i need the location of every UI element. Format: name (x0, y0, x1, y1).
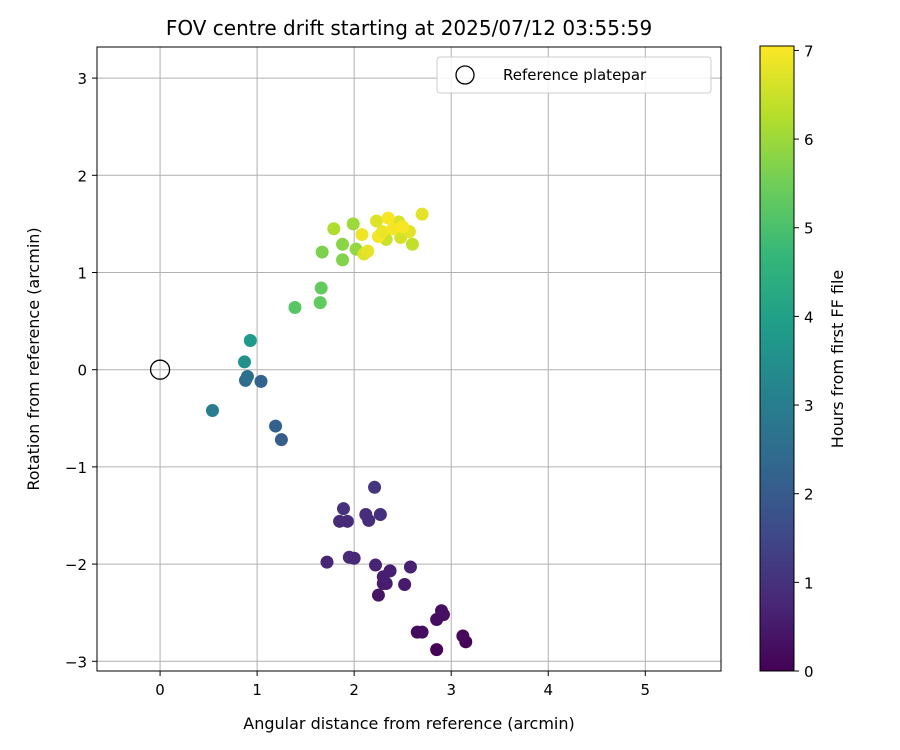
x-tick-label: 3 (446, 681, 456, 699)
data-point (368, 480, 382, 494)
data-point (398, 577, 412, 591)
data-point (336, 502, 350, 516)
x-axis: 0 1 2 3 4 5 (155, 671, 650, 699)
data-point (313, 296, 327, 310)
data-point (381, 211, 395, 225)
colorbar-tick-label: 2 (804, 486, 814, 504)
data-point (347, 551, 361, 565)
y-axis-label: Rotation from reference (arcmin) (24, 227, 43, 490)
data-point (369, 558, 383, 572)
data-point (254, 374, 268, 388)
colorbar-gradient (759, 45, 795, 672)
colorbar: 0 1 2 3 4 5 6 7 Hours from first FF file (759, 42, 847, 681)
y-tick-label: −3 (65, 653, 87, 671)
legend-label: Reference platepar (503, 66, 647, 84)
data-point (336, 237, 350, 251)
legend-marker-icon (455, 65, 475, 85)
colorbar-ticks: 0 1 2 3 4 5 6 7 (794, 42, 814, 681)
colorbar-tick-label: 5 (804, 220, 814, 238)
data-point (415, 625, 429, 639)
colorbar-tick-label: 4 (804, 308, 814, 326)
data-point (435, 604, 449, 618)
x-tick-label: 0 (155, 681, 165, 699)
data-point (205, 404, 219, 418)
y-tick-label: 2 (77, 167, 87, 185)
data-point (288, 300, 302, 314)
data-point (386, 222, 400, 236)
y-tick-label: 1 (77, 264, 87, 282)
data-point (361, 244, 375, 258)
data-point (371, 588, 385, 602)
data-point (383, 564, 397, 578)
legend-box (436, 56, 712, 94)
data-point (240, 369, 254, 383)
legend: Reference platepar (436, 56, 712, 94)
data-point (415, 207, 429, 221)
data-point (456, 629, 470, 643)
data-point (430, 643, 444, 657)
x-tick-label: 5 (641, 681, 651, 699)
data-point (269, 419, 283, 433)
colorbar-tick-label: 7 (804, 42, 814, 60)
data-point (359, 508, 373, 522)
colorbar-tick-label: 3 (804, 397, 814, 415)
x-tick-label: 4 (543, 681, 553, 699)
data-point (314, 281, 328, 295)
data-point (373, 508, 387, 522)
colorbar-tick-label: 0 (804, 663, 814, 681)
data-point (369, 214, 383, 228)
colorbar-tick-label: 6 (804, 131, 814, 149)
data-point (327, 222, 341, 236)
colorbar-label: Hours from first FF file (828, 270, 847, 449)
data-point (396, 220, 410, 234)
data-point (274, 433, 288, 447)
chart-title: FOV centre drift starting at 2025/07/12 … (166, 16, 652, 40)
x-tick-label: 1 (252, 681, 262, 699)
plot-area (97, 47, 721, 671)
reference-platepar-marker (149, 359, 171, 380)
data-point (315, 245, 329, 259)
data-point (340, 514, 354, 528)
data-point (346, 217, 360, 231)
reference-marker-group (149, 359, 171, 380)
data-point (355, 228, 369, 242)
data-point (405, 237, 419, 251)
data-points (205, 207, 473, 657)
y-tick-label: −1 (65, 459, 87, 477)
y-tick-label: −2 (65, 556, 87, 574)
colorbar-tick-label: 1 (804, 574, 814, 592)
data-point (403, 560, 417, 574)
data-point (336, 253, 350, 267)
y-tick-label: 0 (77, 362, 87, 380)
y-axis: −3 −2 −1 0 1 2 3 (65, 70, 97, 671)
data-point (375, 225, 389, 239)
x-tick-label: 2 (349, 681, 359, 699)
y-tick-label: 3 (77, 70, 87, 88)
x-axis-label: Angular distance from reference (arcmin) (243, 714, 574, 733)
data-point (243, 334, 257, 348)
plot-frame (96, 46, 722, 672)
data-point (238, 355, 252, 369)
data-point (320, 555, 334, 569)
